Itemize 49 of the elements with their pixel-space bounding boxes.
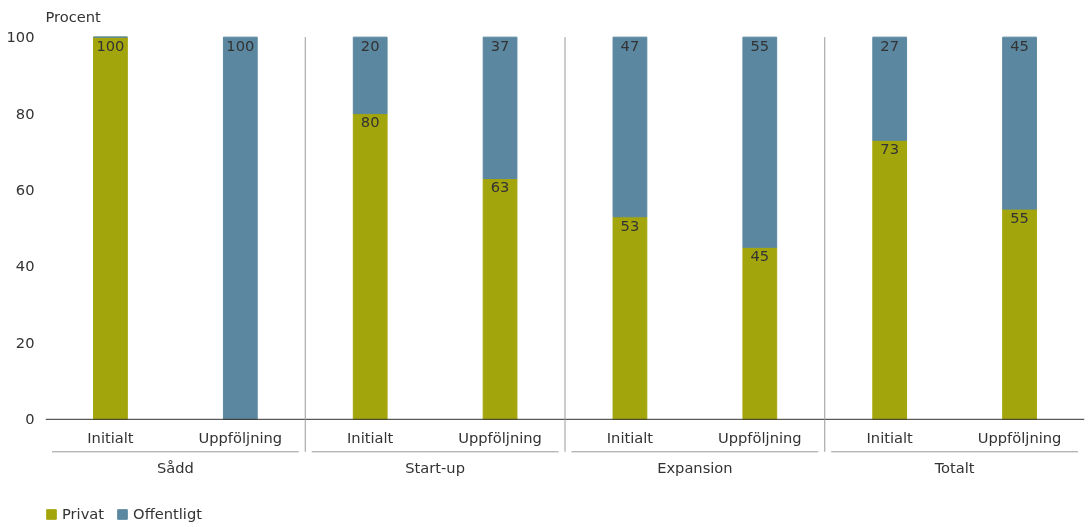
data-label: 100 [96,36,125,54]
data-label: 55 [750,36,770,54]
x-tick-label: Uppföljning [977,428,1062,446]
x-tick-label: Initialt [606,428,654,446]
text: Expansion [657,459,733,477]
x-tick-label: Initialt [347,428,394,446]
data-label: 20 [360,36,380,54]
bar [742,36,778,248]
bar [612,36,648,218]
y-axis-title: Procent [45,7,102,25]
y-tick-label: 40 [15,257,35,275]
x-tick-label: Initialt [87,428,134,446]
bar [482,36,518,180]
data-label: 27 [880,36,900,54]
bar [352,113,388,420]
data-label: 47 [620,36,640,54]
bar [1002,208,1037,420]
bar [742,246,778,420]
legend-label: Privat [62,505,105,522]
x-tick-label: Initialt [866,428,914,446]
y-tick-label: 60 [15,181,35,199]
y-tick-label: 100 [6,28,35,46]
data-label: 45 [750,247,770,265]
data-label: 45 [1010,36,1029,54]
bar [482,178,518,420]
text: Totalt [933,459,975,477]
data-label: 55 [1010,208,1029,226]
data-label: 37 [490,36,510,54]
bar [352,36,388,115]
legend-label: Offentligt [133,505,202,522]
bar [222,36,258,420]
bar [872,139,908,420]
bar [872,36,908,141]
data-label: 100 [226,36,255,54]
data-label: 80 [360,113,380,131]
y-tick-label: 20 [15,333,35,351]
text: Sådd [156,459,194,477]
y-tick-label: 80 [15,104,35,122]
x-tick-label: Uppföljning [718,428,802,446]
data-label: 53 [620,216,640,234]
x-tick-label: Uppföljning [198,428,283,446]
bar [612,216,648,420]
y-tick-label: 0 [25,410,35,428]
x-tick-label: Uppföljning [458,428,542,446]
bar [1002,36,1037,210]
data-label: 63 [490,178,510,196]
text: Start-up [405,459,465,477]
data-label: 73 [880,140,900,158]
bar [93,36,128,420]
